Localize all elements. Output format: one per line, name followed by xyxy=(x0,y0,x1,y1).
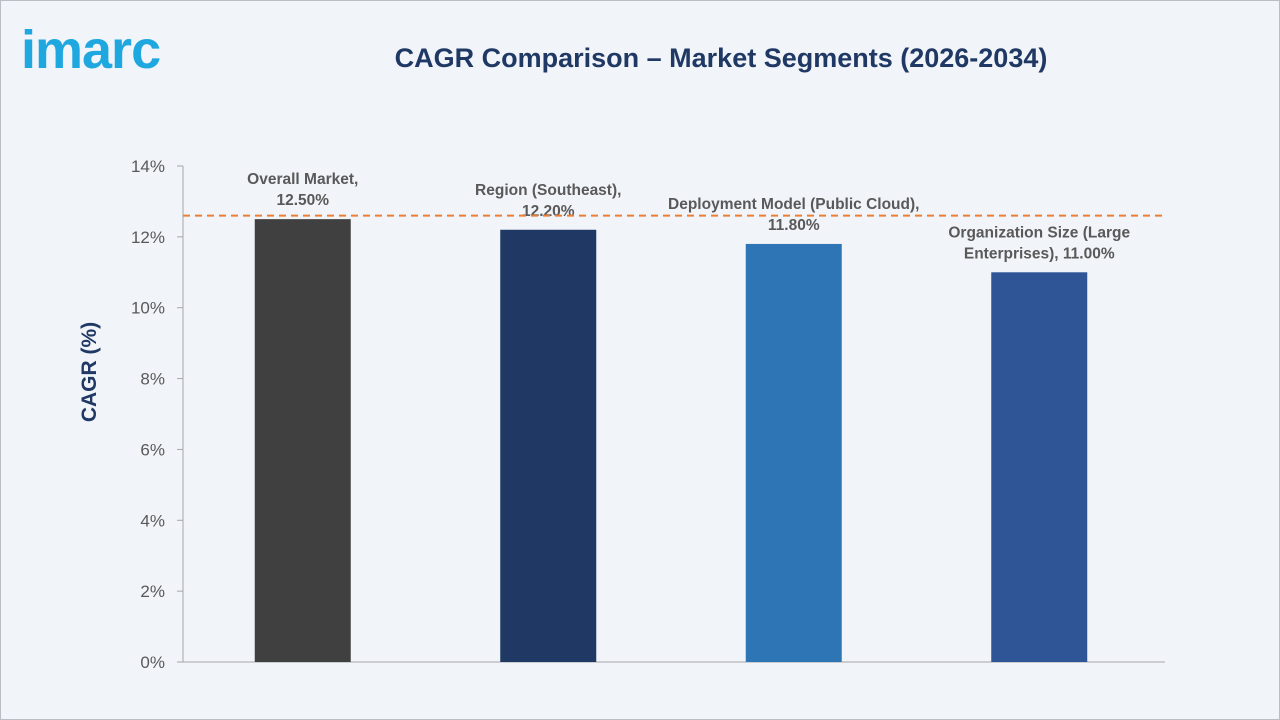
data-label: Organization Size (Large Enterprises), 11… xyxy=(948,224,1130,262)
y-tick-label: 8% xyxy=(140,370,165,389)
y-tick-label: 4% xyxy=(140,511,165,530)
bar xyxy=(745,243,842,662)
imarc-logo: imarc xyxy=(21,20,161,80)
y-tick-label: 10% xyxy=(131,299,165,318)
y-tick-label: 12% xyxy=(131,228,165,247)
bar xyxy=(254,219,351,662)
y-tick-label: 6% xyxy=(140,440,165,459)
bar xyxy=(991,272,1088,662)
data-label: Overall Market, 12.50% xyxy=(247,171,358,209)
chart-title: CAGR Comparison – Market Segments (2026-… xyxy=(394,43,1048,73)
y-tick-label: 0% xyxy=(140,653,165,672)
bar xyxy=(500,229,597,662)
y-axis-label: CAGR (%) xyxy=(78,322,101,422)
data-label: Region (Southeast), 12.20% xyxy=(475,182,621,220)
y-tick-label: 2% xyxy=(140,582,165,601)
data-label: Deployment Model (Public Cloud), 11.80% xyxy=(668,196,919,234)
y-tick-label: 14% xyxy=(131,157,165,176)
